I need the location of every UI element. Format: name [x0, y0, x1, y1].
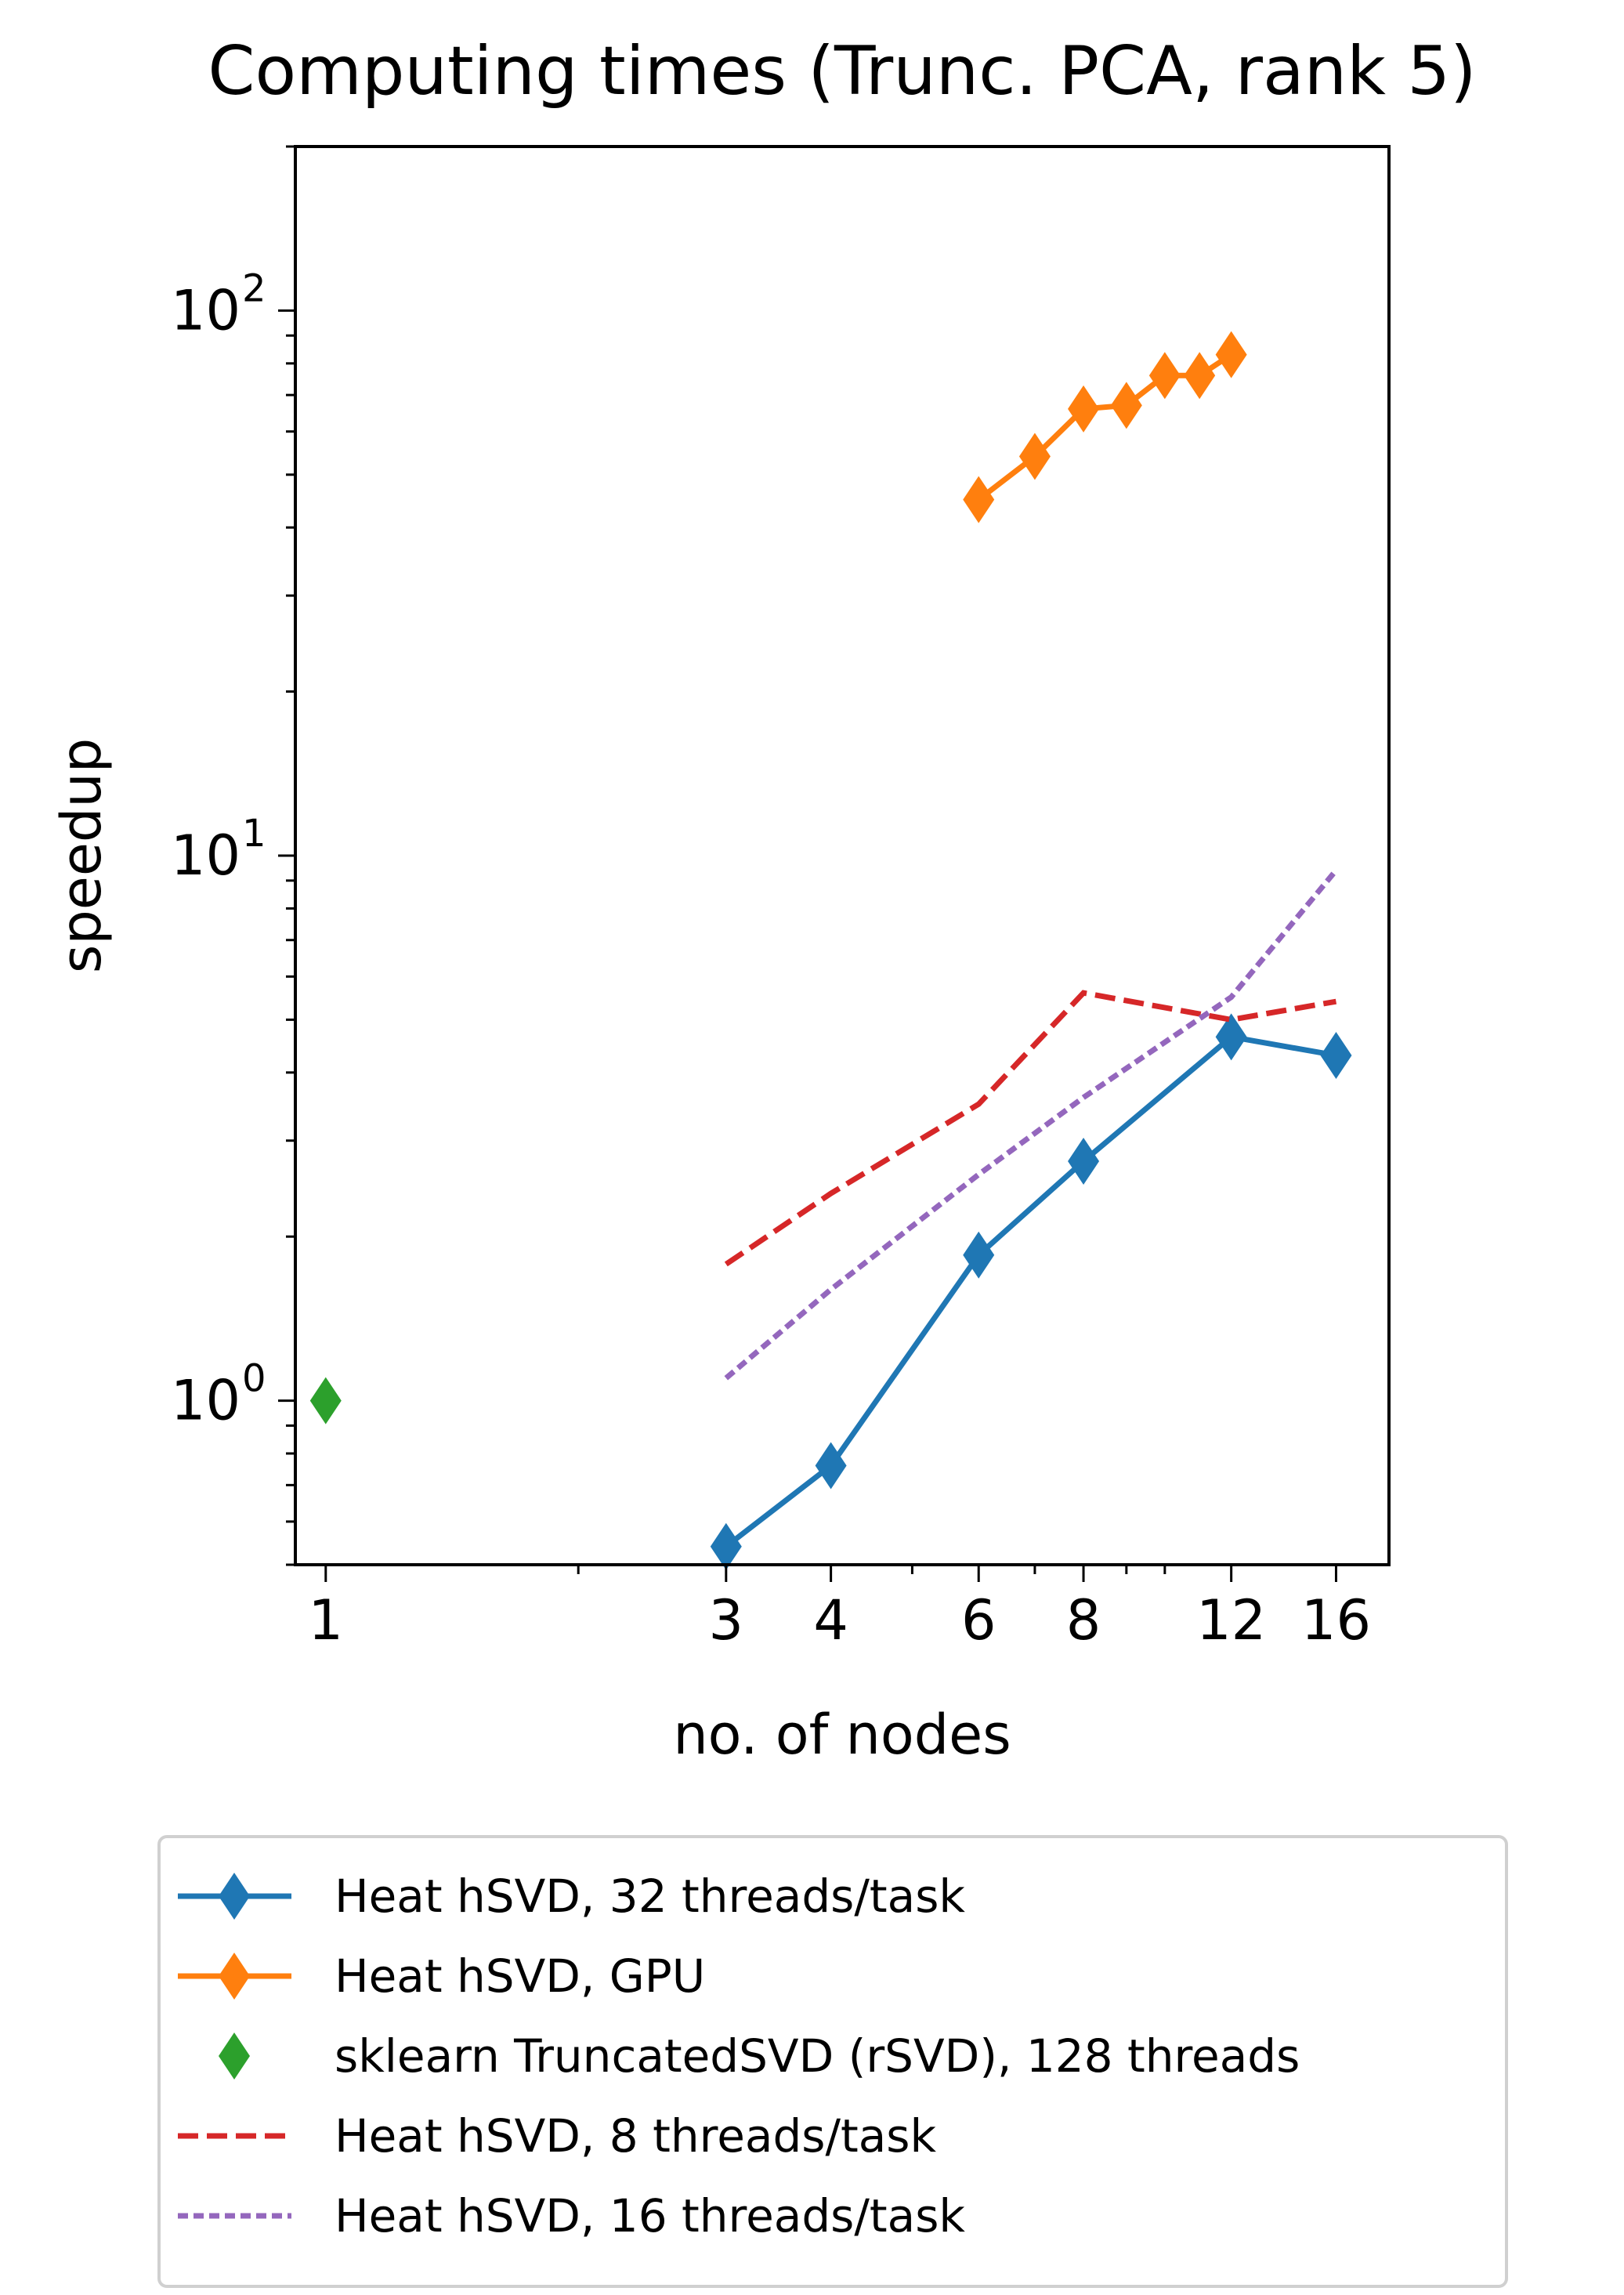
- x-tick-label: 16: [1301, 1588, 1371, 1652]
- data-point: [1068, 1138, 1100, 1186]
- y-tick-exponent: 2: [242, 266, 266, 310]
- legend-item: Heat hSVD, 32 threads/task: [178, 1870, 965, 1923]
- data-point: [815, 1442, 847, 1490]
- legend-label: Heat hSVD, 32 threads/task: [335, 1870, 965, 1923]
- x-tick-label: 4: [813, 1588, 848, 1652]
- data-point: [1215, 1013, 1247, 1061]
- series-2: [309, 1377, 342, 1424]
- legend-label: Heat hSVD, 16 threads/task: [335, 2189, 965, 2243]
- y-tick-label: 10: [171, 278, 241, 342]
- series-3: [724, 990, 1337, 1267]
- legend-marker: [219, 1873, 250, 1920]
- x-tick-label: 3: [709, 1588, 744, 1652]
- x-axis-label: no. of nodes: [673, 1703, 1011, 1767]
- series-1: [963, 331, 1247, 523]
- series-line: [724, 1033, 1337, 1549]
- series-4: [724, 868, 1339, 1381]
- legend-marker: [219, 1953, 250, 2000]
- data-point: [1320, 1031, 1352, 1079]
- data-point: [963, 1231, 995, 1279]
- y-axis-label: speedup: [49, 738, 114, 973]
- legend: Heat hSVD, 32 threads/task Heat hSVD, GPU…: [157, 1835, 1508, 2288]
- legend-label: sklearn TruncatedSVD (rSVD), 128 threads: [335, 2029, 1300, 2083]
- y-tick-exponent: 0: [242, 1357, 266, 1401]
- data-point: [1184, 352, 1216, 400]
- legend-label: Heat hSVD, 8 threads/task: [335, 2109, 937, 2163]
- series-line: [724, 990, 1337, 1267]
- x-tick-label: 12: [1196, 1588, 1266, 1652]
- legend-item: Heat hSVD, 8 threads/task: [178, 2109, 937, 2163]
- legend-frame: [157, 1835, 1508, 2288]
- x-axis: 1 3 4 6 8 12 16: [309, 1565, 1371, 1652]
- legend-item: Heat hSVD, 16 threads/task: [178, 2189, 965, 2243]
- data-point: [1110, 382, 1142, 429]
- x-tick-label: 8: [1066, 1588, 1101, 1652]
- data-point: [1068, 385, 1100, 433]
- y-tick-label: 10: [171, 824, 241, 888]
- chart-title: Computing times (Trunc. PCA, rank 5): [208, 32, 1476, 110]
- y-tick-label: 10: [171, 1369, 241, 1433]
- series-line: [724, 868, 1339, 1381]
- x-tick-label: 1: [309, 1588, 344, 1652]
- series-0: [710, 1013, 1352, 1570]
- plot-area: [309, 331, 1352, 1570]
- data-point: [710, 1522, 742, 1570]
- legend-item: sklearn TruncatedSVD (rSVD), 128 threads: [219, 2029, 1300, 2083]
- x-tick-label: 6: [961, 1588, 996, 1652]
- data-point: [963, 476, 995, 523]
- legend-label: Heat hSVD, GPU: [335, 1949, 705, 2003]
- legend-marker: [219, 2033, 250, 2080]
- y-tick-exponent: 1: [242, 812, 266, 856]
- legend-item: Heat hSVD, GPU: [178, 1949, 705, 2003]
- data-point: [1148, 352, 1181, 400]
- data-point: [309, 1377, 342, 1424]
- data-point: [1018, 433, 1051, 480]
- data-point: [1215, 331, 1247, 378]
